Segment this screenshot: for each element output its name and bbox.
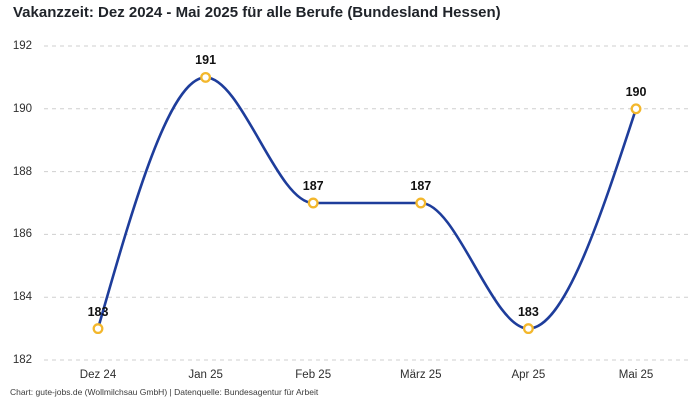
data-point-label-2: 191 (195, 53, 217, 68)
data-point-label-4: 187 (410, 179, 432, 193)
y-axis-tick-label-192: 192 (12, 40, 32, 52)
data-point-marker-5 (522, 323, 534, 335)
x-axis-tick-label-4: März 25 (400, 369, 442, 381)
series-line (96, 76, 638, 330)
y-axis-tick-label-184: 184 (12, 291, 32, 304)
x-axis-tick-label-6: Mai 25 (618, 369, 654, 381)
data-point-marker-6 (630, 103, 642, 115)
data-point-marker-1 (92, 323, 104, 335)
x-axis-tick-label-2: Jan 25 (188, 369, 223, 381)
x-axis-tick-label-3: Feb 25 (295, 369, 332, 381)
y-axis-tick-label-186: 186 (12, 228, 32, 241)
data-point-label-3: 187 (302, 179, 324, 193)
data-point-marker-3 (307, 197, 319, 209)
data-point-label-1: 183 (87, 304, 109, 319)
x-axis-tick-label-1: Dez 24 (79, 369, 117, 381)
data-point-marker-2 (200, 71, 212, 83)
y-axis-tick-label-188: 188 (12, 165, 32, 178)
y-axis-tick-label-190: 190 (12, 102, 32, 115)
data-point-label-5: 183 (517, 304, 539, 319)
data-point-label-6: 190 (625, 84, 647, 99)
x-axis-tick-label-5: Apr 25 (511, 369, 546, 381)
data-point-marker-4 (415, 197, 427, 209)
chart-title: Vakanzzeit: Dez 2024 - Mai 2025 für alle… (13, 4, 501, 21)
y-axis-tick-label-182: 182 (12, 354, 32, 366)
chart-footer-credit: Chart: gute-jobs.de (Wollmilchsau GmbH) … (10, 387, 319, 397)
